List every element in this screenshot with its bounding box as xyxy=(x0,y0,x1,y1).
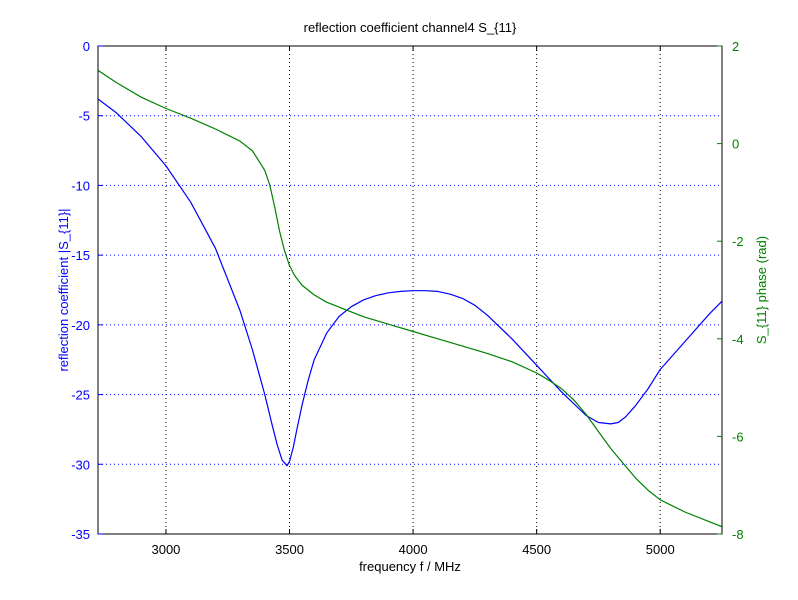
x-axis-label: frequency f / MHz xyxy=(359,559,461,574)
y-right-tick-label: 0 xyxy=(732,137,739,152)
tick-layer: 3000 3500 4000 4500 50000-5-10-15-20-25-30-3… xyxy=(71,39,743,557)
x-tick-label: 4000 xyxy=(399,542,428,557)
phase-series-line xyxy=(97,69,723,528)
y-right-tick-label: -4 xyxy=(732,332,744,347)
y-right-tick-label: -2 xyxy=(732,234,744,249)
y-left-tick-label: -5 xyxy=(78,109,90,124)
y-axis-right-label: S_{11} phase (rad) xyxy=(754,236,769,344)
y-left-tick-label: -20 xyxy=(71,318,90,333)
y-left-tick-label: -15 xyxy=(71,248,90,263)
y-left-tick-label: 0 xyxy=(83,39,90,54)
y-right-tick-label: -6 xyxy=(732,429,744,444)
grid-layer xyxy=(98,46,722,534)
series-layer xyxy=(97,69,723,528)
y-left-tick-label: -25 xyxy=(71,388,90,403)
y-right-tick-label: -8 xyxy=(732,527,744,542)
plot-frame xyxy=(97,45,723,535)
y-right-tick-label: 2 xyxy=(732,39,739,54)
y-left-tick-label: -30 xyxy=(71,457,90,472)
y-axis-left-label: reflection coefficient |S_{11}| xyxy=(56,208,71,371)
x-tick-label: 4500 xyxy=(522,542,551,557)
chart-title: reflection coefficient channel4 S_{11} xyxy=(304,20,517,35)
x-tick-label: 3500 xyxy=(275,542,304,557)
y-left-tick-label: -35 xyxy=(71,527,90,542)
y-left-tick-label: -10 xyxy=(71,178,90,193)
x-tick-label: 3000 xyxy=(151,542,180,557)
x-tick-label: 5000 xyxy=(646,542,675,557)
magnitude-series-line xyxy=(97,98,723,467)
